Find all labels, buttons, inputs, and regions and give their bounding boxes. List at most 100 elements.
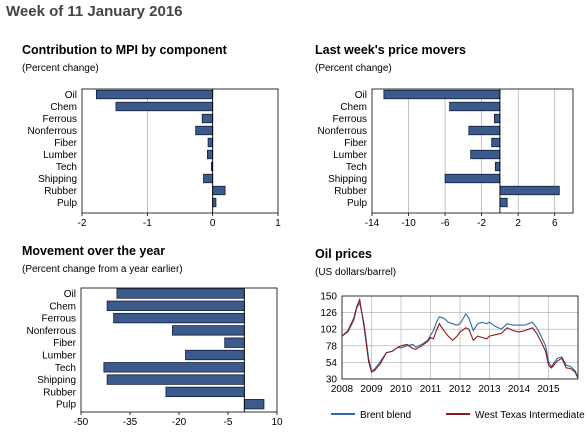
panel-movers: Last week's price movers (Percent change… xyxy=(315,43,586,243)
category-label: Fiber xyxy=(344,138,367,149)
tick-label: -20 xyxy=(172,417,187,428)
tick-label: -35 xyxy=(123,417,138,428)
category-label: Nonferrous xyxy=(318,126,367,137)
category-label: Lumber xyxy=(42,351,77,362)
bar-ferrous xyxy=(201,113,214,124)
bar-pulp xyxy=(243,399,265,410)
series-line-brent xyxy=(341,301,579,378)
category-label: Oil xyxy=(355,90,367,101)
category-label: Ferrous xyxy=(333,114,367,125)
bar-rubber xyxy=(165,386,245,398)
category-label: Lumber xyxy=(333,150,368,161)
tick-label: 102 xyxy=(320,325,337,336)
category-label: Pulp xyxy=(347,198,367,209)
category-label: Lumber xyxy=(43,150,78,161)
tick-label: 2011 xyxy=(420,384,442,395)
tick-label: -14 xyxy=(365,218,380,229)
category-label: Tech xyxy=(346,162,367,173)
bar-oil xyxy=(116,288,245,299)
bar-tech xyxy=(494,161,501,172)
category-label: Nonferrous xyxy=(27,326,76,337)
bar-chem xyxy=(106,300,245,311)
bar-nonferrous xyxy=(195,125,214,136)
page-title: Week of 11 January 2016 xyxy=(6,3,183,20)
bar-fiber xyxy=(207,137,214,148)
bar-pulp xyxy=(499,197,508,208)
tick-label: 2013 xyxy=(478,384,501,395)
chart-title: Oil prices xyxy=(315,247,372,261)
tick-label: 2009 xyxy=(360,384,383,395)
bar-nonferrous xyxy=(172,325,245,336)
category-label: Chem xyxy=(50,102,77,113)
chart-title: Last week's price movers xyxy=(315,43,466,57)
tick-label: 6 xyxy=(552,218,558,229)
chart-mpi: OilChemFerrousNonferrousFiberLumberTechS… xyxy=(28,88,281,229)
category-label: Fiber xyxy=(54,138,77,149)
bar-oil xyxy=(383,89,501,100)
bar-rubber xyxy=(499,185,560,196)
tick-label: 2012 xyxy=(449,384,472,395)
tick-label: -2 xyxy=(78,218,87,229)
tick-label: -5 xyxy=(224,417,233,428)
chart-subtitle: (Percent change) xyxy=(22,63,99,74)
tick-label: 2008 xyxy=(331,384,354,395)
category-label: Oil xyxy=(64,289,76,300)
tick-label: -50 xyxy=(74,417,89,428)
tick-label: 2014 xyxy=(508,384,531,395)
chart-oil: 30 54 78 102 126 150 2008 2009 2010 2011 2012 2013 2… xyxy=(320,292,585,422)
category-label: Rubber xyxy=(43,387,76,398)
tick-label: 2010 xyxy=(390,384,413,395)
bar-lumber xyxy=(185,349,245,361)
bar-ferrous xyxy=(494,113,501,124)
bar-rubber xyxy=(212,185,226,196)
bar-chem xyxy=(115,101,214,112)
charts-canvas: OilChemFerrousNonferrousFiberLumberTechS… xyxy=(27,88,585,428)
category-label: Rubber xyxy=(44,186,77,197)
category-label: Rubber xyxy=(334,186,367,197)
legend-label: West Texas Intermediate xyxy=(475,410,585,421)
category-label: Tech xyxy=(55,363,76,374)
bar-shipping xyxy=(444,173,501,184)
tick-label: 0 xyxy=(210,218,216,229)
panel-mpi: Contribution to MPI by component (Percen… xyxy=(22,43,315,243)
category-label: Fiber xyxy=(53,338,76,349)
tick-label: 2 xyxy=(515,218,521,229)
tick-label: 2015 xyxy=(537,384,560,395)
plot-frame xyxy=(81,88,279,214)
plot-frame xyxy=(341,295,579,380)
category-label: Nonferrous xyxy=(28,126,77,137)
tick-label: 30 xyxy=(326,375,338,386)
category-label: Ferrous xyxy=(43,114,77,125)
bar-lumber xyxy=(470,149,501,160)
tick-label: -10 xyxy=(401,218,416,229)
category-label: Tech xyxy=(56,162,77,173)
tick-label: 126 xyxy=(320,308,337,319)
chart-subtitle: (Percent change) xyxy=(315,63,392,74)
tick-label: 1 xyxy=(275,218,281,229)
tick-label: -2 xyxy=(477,218,486,229)
chart-title: Contribution to MPI by component xyxy=(22,43,227,57)
category-label: Pulp xyxy=(56,400,76,411)
tick-label: 78 xyxy=(326,341,338,352)
category-label: Oil xyxy=(65,90,77,101)
series-line-wti xyxy=(341,297,579,379)
bar-nonferrous xyxy=(468,125,501,136)
category-label: Shipping xyxy=(37,375,76,386)
bar-oil xyxy=(95,89,214,100)
bar-tech xyxy=(103,362,245,373)
tick-label: -6 xyxy=(441,218,450,229)
tick-label: 54 xyxy=(326,358,338,369)
bar-pulp xyxy=(212,197,217,208)
chart-subtitle: (US dollars/barrel) xyxy=(315,267,397,278)
category-label: Ferrous xyxy=(42,314,76,325)
tick-label: 150 xyxy=(320,292,337,303)
category-label: Chem xyxy=(340,102,367,113)
category-label: Shipping xyxy=(328,174,367,185)
bar-shipping xyxy=(106,374,245,385)
category-label: Shipping xyxy=(38,174,77,185)
legend-label: Brent blend xyxy=(360,410,411,421)
panel-oil: Oil prices (US dollars/barrel) xyxy=(315,247,586,447)
bar-ferrous xyxy=(113,312,245,324)
tick-label: 10 xyxy=(271,417,283,428)
